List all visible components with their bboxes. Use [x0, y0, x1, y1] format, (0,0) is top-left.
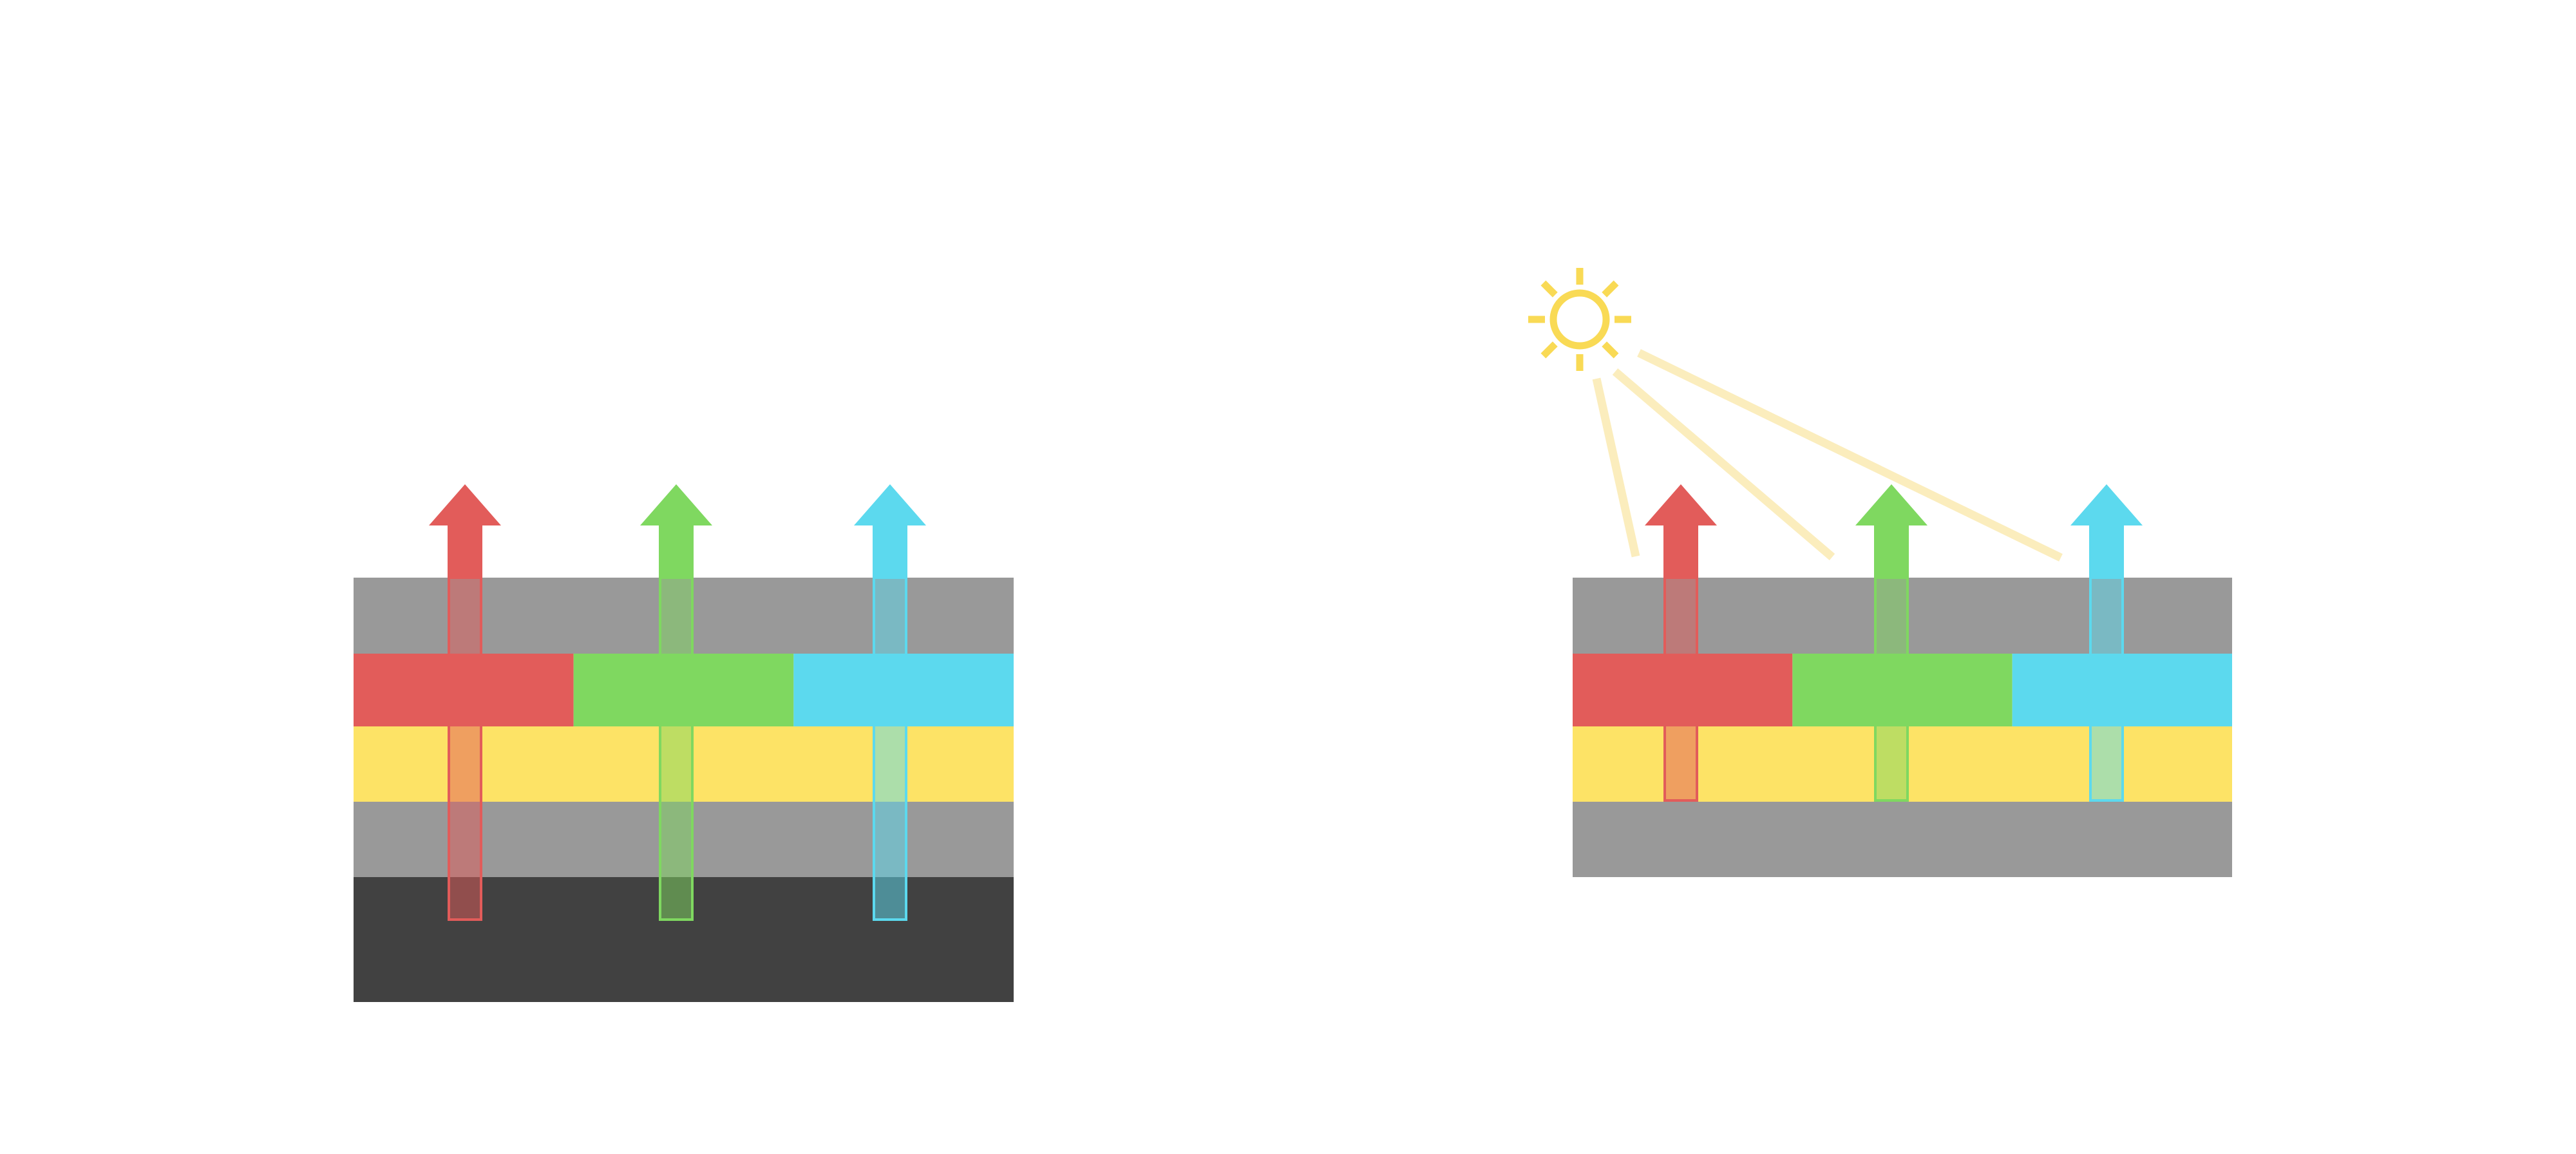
blue-emission-arrow: [854, 484, 926, 921]
blue-emission-arrow-shaft: [873, 576, 907, 921]
sunlight-beam: [1637, 349, 2063, 562]
emissive-display-diagram: [354, 484, 1014, 1002]
green-emission-arrow-shaft: [1874, 576, 1909, 802]
red-emission-arrow-head: [1645, 484, 1717, 579]
red-emission-arrow: [1645, 484, 1717, 802]
sun-ring: [1549, 289, 1610, 350]
sun-ray: [1602, 341, 1619, 359]
green-emission-arrow: [640, 484, 712, 921]
blue-emission-arrow: [2070, 484, 2143, 802]
green-emission-arrow-head: [640, 484, 712, 579]
green-emission-arrow-head: [1855, 484, 1927, 579]
sun-ray: [1540, 341, 1558, 359]
red-emission-arrow-head: [429, 484, 501, 579]
sun-icon: [1528, 268, 1631, 371]
sun-ray: [1540, 280, 1558, 298]
sunlight-beam: [1612, 368, 1835, 560]
green-emission-arrow: [1855, 484, 1927, 802]
sunlight-beam: [1592, 377, 1640, 558]
lower-glass-layer: [1573, 802, 2232, 877]
red-emission-arrow-shaft: [448, 576, 482, 921]
sun-ray: [1602, 280, 1619, 298]
blue-emission-arrow-shaft: [2089, 576, 2124, 802]
sunlit-display-diagram: [1528, 268, 2232, 877]
blue-emission-arrow-head: [2070, 484, 2143, 579]
blue-emission-arrow-head: [854, 484, 926, 579]
red-emission-arrow: [429, 484, 501, 921]
red-emission-arrow-shaft: [1663, 576, 1698, 802]
green-emission-arrow-shaft: [659, 576, 694, 921]
